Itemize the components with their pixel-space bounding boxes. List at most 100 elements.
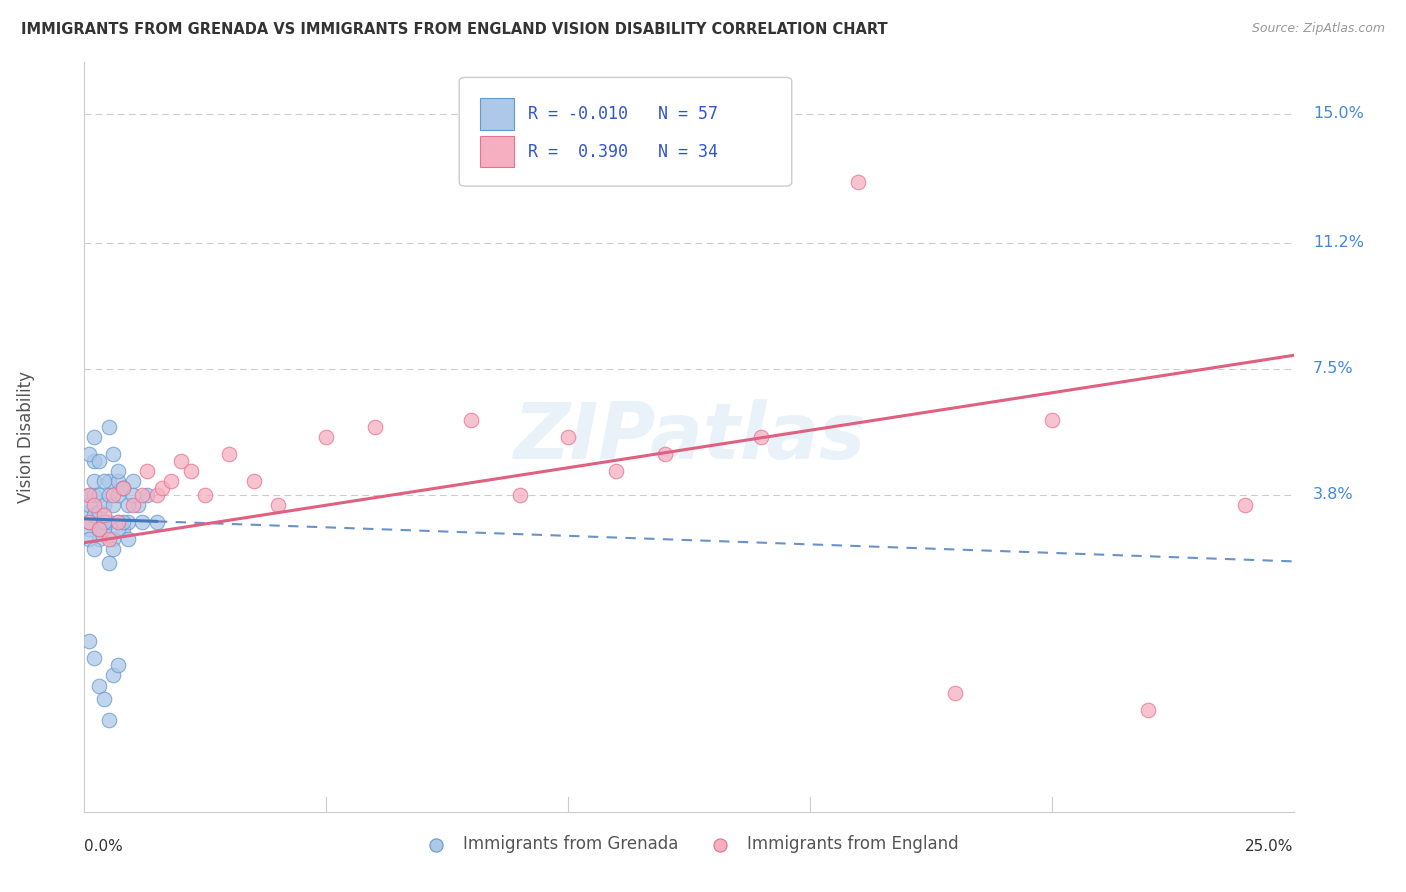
Point (87, 488, 110, 502)
Text: ZIPatlas: ZIPatlas (513, 399, 865, 475)
Point (87, 522, 110, 536)
Text: Vision Disability: Vision Disability (17, 371, 35, 503)
Point (77, 522, 100, 536)
Point (77, 533, 100, 547)
Point (83, 498, 105, 512)
FancyBboxPatch shape (479, 98, 513, 130)
Point (127, 498, 149, 512)
Legend: Immigrants from Grenada, Immigrants from England: Immigrants from Grenada, Immigrants from… (413, 829, 965, 860)
Point (160, 475, 183, 489)
Point (107, 464, 129, 478)
Point (267, 498, 290, 512)
Point (103, 498, 125, 512)
Point (103, 488, 125, 502)
Point (1040, 413, 1063, 427)
Point (146, 515, 169, 529)
Point (103, 447, 125, 461)
Point (557, 430, 579, 444)
Point (107, 515, 129, 529)
Point (97, 713, 120, 727)
Point (654, 447, 676, 461)
Point (93, 498, 115, 512)
Point (131, 515, 153, 529)
Point (131, 488, 153, 502)
Point (194, 488, 217, 502)
Point (605, 464, 627, 478)
Point (136, 464, 159, 478)
Point (363, 420, 385, 434)
Point (97, 533, 120, 547)
Point (150, 481, 173, 495)
Point (103, 533, 125, 547)
Point (93, 475, 115, 489)
Text: 7.5%: 7.5% (1313, 361, 1354, 376)
Text: IMMIGRANTS FROM GRENADA VS IMMIGRANTS FROM ENGLAND VISION DISABILITY CORRELATION: IMMIGRANTS FROM GRENADA VS IMMIGRANTS FR… (21, 22, 887, 37)
Point (107, 488, 129, 502)
Point (117, 533, 139, 547)
Point (97, 515, 120, 529)
Point (103, 668, 125, 682)
Point (112, 515, 135, 529)
Point (136, 488, 159, 502)
Point (87, 679, 110, 693)
Point (107, 515, 129, 529)
Text: R = -0.010   N = 57: R = -0.010 N = 57 (529, 105, 718, 123)
Point (1234, 498, 1257, 512)
Point (117, 515, 139, 529)
Point (242, 475, 264, 489)
Point (97, 475, 120, 489)
Point (87, 533, 110, 547)
FancyBboxPatch shape (479, 136, 513, 168)
Point (83, 488, 105, 502)
Point (107, 522, 129, 536)
Point (83, 508, 105, 523)
Point (1137, 702, 1160, 716)
Point (83, 454, 105, 468)
Text: R =  0.390   N = 34: R = 0.390 N = 34 (529, 143, 718, 161)
Point (77, 447, 100, 461)
Point (509, 488, 531, 502)
Point (93, 692, 115, 706)
Point (112, 481, 135, 495)
Point (77, 498, 100, 512)
Point (77, 488, 100, 502)
Point (77, 515, 100, 529)
Point (87, 454, 110, 468)
Point (83, 651, 105, 665)
Point (315, 430, 337, 444)
Point (77, 488, 100, 502)
Point (83, 475, 105, 489)
Point (121, 498, 143, 512)
Point (77, 515, 100, 529)
Text: 0.0%: 0.0% (84, 839, 124, 854)
Point (83, 430, 105, 444)
Text: Source: ZipAtlas.com: Source: ZipAtlas.com (1251, 22, 1385, 36)
Text: 25.0%: 25.0% (1246, 839, 1294, 854)
Point (112, 522, 135, 536)
Point (83, 542, 105, 557)
Point (97, 556, 120, 570)
Point (77, 505, 100, 519)
Point (460, 413, 482, 427)
Point (112, 481, 135, 495)
Point (107, 475, 129, 489)
Point (93, 522, 115, 536)
Point (77, 634, 100, 648)
Point (93, 508, 115, 523)
Point (103, 542, 125, 557)
Point (943, 685, 966, 699)
Point (117, 498, 139, 512)
Point (121, 475, 143, 489)
Point (170, 454, 193, 468)
Point (218, 447, 240, 461)
Text: 11.2%: 11.2% (1313, 235, 1364, 251)
Point (846, 175, 869, 189)
Point (87, 505, 110, 519)
Point (93, 515, 115, 529)
Point (97, 420, 120, 434)
Point (112, 481, 135, 495)
Text: 3.8%: 3.8% (1313, 488, 1354, 502)
Point (146, 488, 169, 502)
Point (121, 488, 143, 502)
Point (87, 522, 110, 536)
